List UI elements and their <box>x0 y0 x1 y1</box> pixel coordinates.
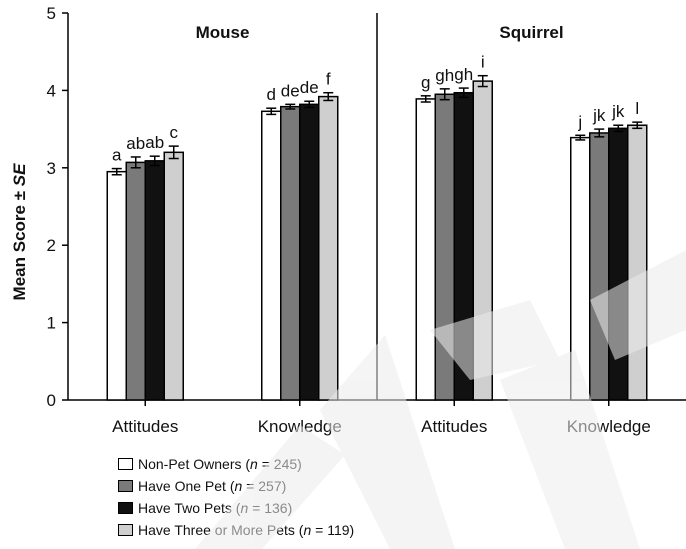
y-tick-label: 5 <box>47 4 56 23</box>
legend-swatch <box>118 502 133 514</box>
x-tick-label: Knowledge <box>258 417 342 436</box>
y-axis-label: Mean Score ± SE <box>10 163 29 301</box>
significance-label: jk <box>611 102 625 121</box>
legend-label: Have Three or More Pets (n = 119) <box>138 522 355 538</box>
bar <box>453 91 474 401</box>
bar <box>144 160 165 401</box>
legend: Non-Pet Owners (n = 245) Have One Pet (n… <box>118 453 354 541</box>
significance-label: d <box>267 85 276 104</box>
legend-swatch <box>118 524 133 536</box>
significance-label: de <box>300 78 319 97</box>
legend-label: Non-Pet Owners (n = 245) <box>138 456 302 472</box>
legend-swatch <box>118 458 133 470</box>
significance-label: i <box>481 53 485 72</box>
legend-item: Have Three or More Pets (n = 119) <box>118 519 354 541</box>
x-tick-label: Attitudes <box>112 417 178 436</box>
bar <box>280 105 301 401</box>
bar <box>163 151 184 401</box>
significance-label: f <box>326 70 331 89</box>
legend-item: Non-Pet Owners (n = 245) <box>118 453 354 475</box>
y-tick-label: 4 <box>47 81 56 100</box>
significance-label: de <box>281 81 300 100</box>
significance-label: gh <box>435 66 454 85</box>
y-tick-label: 1 <box>47 314 56 333</box>
x-tick-label: Knowledge <box>567 417 651 436</box>
legend-item: Have Two Pets (n = 136) <box>118 497 354 519</box>
bar <box>415 98 436 401</box>
y-tick-label: 2 <box>47 236 56 255</box>
bar <box>608 127 629 401</box>
legend-item: Have One Pet (n = 257) <box>118 475 354 497</box>
bar <box>434 93 455 401</box>
bar <box>299 103 320 401</box>
significance-label: ab <box>126 134 145 153</box>
bar <box>261 110 282 401</box>
bar <box>106 170 127 401</box>
legend-label: Have One Pet (n = 257) <box>138 478 287 494</box>
panel-title: Mouse <box>196 23 250 42</box>
x-tick-label: Attitudes <box>421 417 487 436</box>
bar <box>627 124 648 401</box>
significance-label: a <box>112 146 122 165</box>
bar <box>472 80 493 401</box>
bar <box>589 132 610 401</box>
legend-swatch <box>118 480 133 492</box>
panel-title: Squirrel <box>499 23 563 42</box>
significance-label: ab <box>145 133 164 152</box>
y-tick-label: 3 <box>47 159 56 178</box>
y-tick-label: 0 <box>47 391 56 410</box>
bar <box>318 95 339 401</box>
bar <box>125 161 146 401</box>
bar <box>570 136 591 401</box>
significance-label: jk <box>592 106 606 125</box>
significance-label: j <box>577 112 582 131</box>
significance-label: c <box>170 123 179 142</box>
significance-label: g <box>421 73 430 92</box>
legend-label: Have Two Pets (n = 136) <box>138 500 293 516</box>
significance-label: l <box>635 99 639 118</box>
significance-label: gh <box>454 65 473 84</box>
